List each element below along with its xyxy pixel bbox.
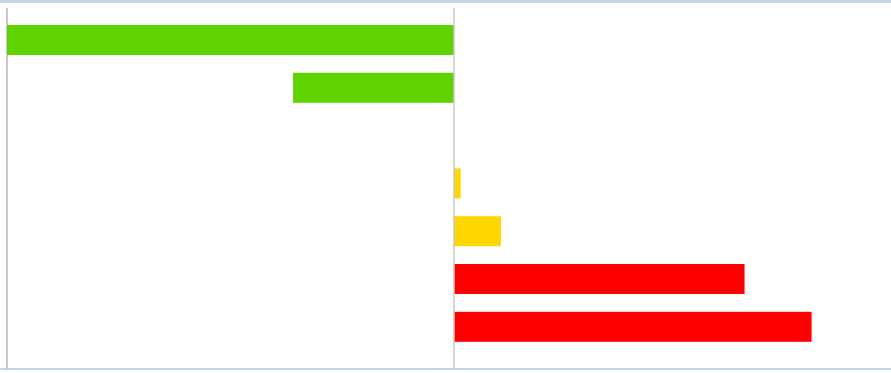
- bar-4: [454, 168, 461, 199]
- bar-6: [454, 264, 745, 294]
- bar-1: [7, 25, 454, 55]
- bar-5: [454, 216, 501, 247]
- bar-7: [454, 311, 812, 342]
- diverging-bar-chart: [6, 8, 812, 370]
- bar-2: [293, 72, 454, 103]
